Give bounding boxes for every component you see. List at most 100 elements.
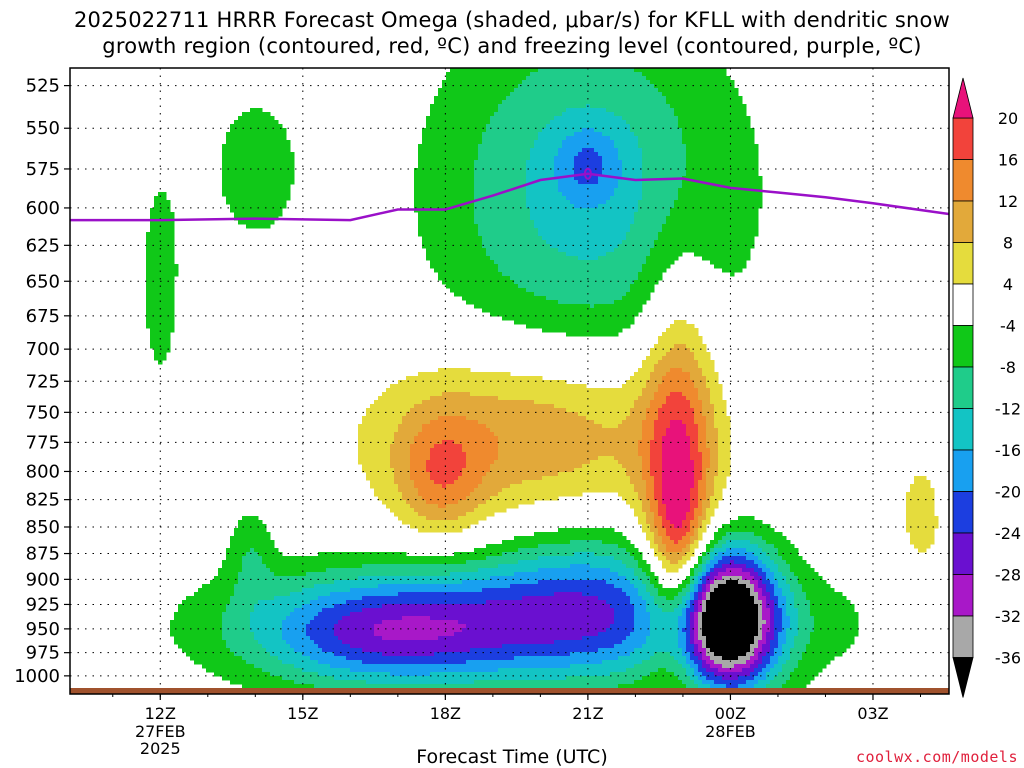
omega-cell bbox=[702, 468, 707, 473]
omega-cell bbox=[626, 292, 651, 297]
omega-cell bbox=[398, 484, 415, 489]
omega-cell bbox=[746, 680, 759, 685]
omega-cell bbox=[418, 432, 495, 437]
omega-cell bbox=[794, 604, 811, 609]
omega-cell bbox=[598, 180, 619, 185]
omega-cell bbox=[698, 636, 707, 641]
omega-cell bbox=[526, 192, 563, 197]
omega-cell bbox=[682, 176, 763, 181]
omega-cell bbox=[646, 516, 655, 521]
omega-cell bbox=[390, 452, 411, 457]
omega-cell bbox=[626, 636, 647, 641]
omega-cell bbox=[658, 412, 695, 417]
omega-cell bbox=[690, 372, 703, 377]
omega-cell bbox=[222, 628, 251, 633]
omega-cell bbox=[230, 600, 259, 605]
colorbar-bin bbox=[952, 449, 974, 492]
omega-cell bbox=[318, 612, 351, 617]
omega-cell bbox=[906, 508, 935, 513]
omega-cell bbox=[534, 220, 635, 225]
omega-cell bbox=[682, 596, 691, 601]
omega-cell bbox=[770, 680, 787, 685]
omega-cell bbox=[766, 588, 775, 593]
omega-cell bbox=[438, 368, 471, 373]
omega-cell bbox=[706, 488, 715, 493]
omega-cell bbox=[638, 200, 675, 205]
omega-cell bbox=[662, 456, 691, 461]
omega-cell bbox=[430, 264, 499, 269]
omega-cell bbox=[418, 156, 479, 161]
omega-cell bbox=[722, 544, 759, 549]
omega-cell bbox=[254, 608, 295, 613]
omega-cell bbox=[542, 128, 583, 133]
omega-cell bbox=[618, 572, 635, 577]
omega-cell bbox=[662, 92, 739, 97]
omega-cell bbox=[654, 432, 667, 437]
omega-cell bbox=[522, 480, 631, 485]
omega-cell bbox=[434, 268, 499, 273]
omega-cell bbox=[658, 232, 759, 237]
omega-cell bbox=[402, 492, 419, 497]
omega-cell bbox=[438, 504, 447, 509]
omega-cell bbox=[774, 544, 795, 549]
omega-cell bbox=[418, 160, 475, 165]
omega-cell bbox=[290, 592, 331, 597]
omega-cell bbox=[686, 576, 691, 581]
omega-cell bbox=[798, 612, 811, 617]
omega-cell bbox=[690, 664, 699, 669]
omega-cell bbox=[478, 228, 539, 233]
omega-cell bbox=[306, 572, 451, 577]
omega-cell bbox=[694, 660, 703, 665]
omega-cell bbox=[706, 444, 719, 449]
colorbar-bin bbox=[952, 615, 974, 658]
omega-cell bbox=[422, 428, 491, 433]
omega-cell bbox=[662, 464, 695, 469]
omega-cell bbox=[694, 668, 699, 673]
omega-cell bbox=[762, 616, 771, 621]
omega-cell bbox=[614, 112, 675, 117]
y-tick-label: 750 bbox=[26, 402, 60, 423]
omega-cell bbox=[734, 560, 755, 565]
omega-cell bbox=[682, 580, 691, 585]
omega-cell bbox=[802, 588, 835, 593]
omega-cell bbox=[670, 652, 683, 657]
omega-cell bbox=[650, 348, 671, 353]
omega-cell bbox=[618, 684, 687, 689]
omega-cell bbox=[594, 128, 631, 133]
omega-cell bbox=[638, 208, 671, 213]
omega-cell bbox=[702, 552, 707, 557]
omega-cell bbox=[502, 316, 635, 321]
omega-cell bbox=[770, 628, 775, 633]
omega-cell bbox=[738, 684, 755, 689]
omega-cell bbox=[658, 340, 703, 345]
omega-cell bbox=[662, 376, 691, 381]
omega-cell bbox=[678, 616, 687, 621]
omega-cell bbox=[334, 628, 375, 633]
omega-cell bbox=[182, 600, 231, 605]
omega-cell bbox=[478, 484, 511, 489]
omega-cell bbox=[534, 292, 627, 297]
omega-cell bbox=[146, 324, 175, 329]
omega-cell bbox=[610, 604, 635, 609]
colorbar-label: 4 bbox=[1003, 275, 1013, 294]
omega-cell bbox=[558, 188, 615, 193]
omega-cell bbox=[650, 404, 663, 409]
omega-cell bbox=[702, 464, 711, 469]
omega-cell bbox=[642, 528, 651, 533]
omega-cell bbox=[694, 572, 699, 577]
omega-cell bbox=[462, 628, 607, 633]
omega-cell bbox=[650, 460, 663, 465]
omega-cell bbox=[598, 596, 631, 601]
omega-cell bbox=[706, 548, 711, 553]
omega-cell bbox=[430, 616, 615, 621]
omega-cell bbox=[678, 188, 763, 193]
omega-cell bbox=[598, 152, 619, 157]
credit-link[interactable]: coolwx.com/models bbox=[855, 748, 1018, 766]
omega-cell bbox=[762, 568, 771, 573]
omega-cell bbox=[642, 468, 651, 473]
omega-cell bbox=[702, 616, 759, 621]
omega-cell bbox=[746, 660, 755, 665]
omega-cell bbox=[222, 144, 291, 149]
omega-cell bbox=[550, 120, 627, 125]
omega-cell bbox=[714, 660, 747, 665]
